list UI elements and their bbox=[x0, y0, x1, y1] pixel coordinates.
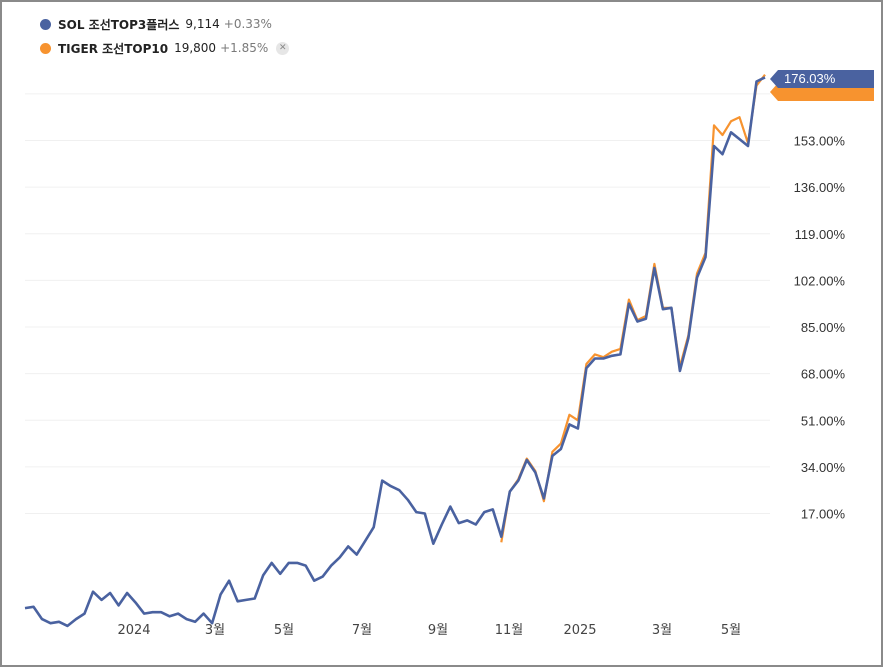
x-axis-labels: 2024 3월 5월 7월 9월 11월 2025 3월 5월 bbox=[117, 623, 741, 638]
y-tick-label: 102.00% bbox=[794, 273, 846, 288]
legend-item[interactable]: SOL 조선TOP3플러스 9,114 +0.33% bbox=[40, 12, 289, 36]
legend-series-name: SOL 조선TOP3플러스 bbox=[58, 17, 180, 32]
x-tick-label: 2025 bbox=[563, 623, 596, 638]
legend-change: +1.85% bbox=[220, 41, 269, 55]
series-lines bbox=[24, 74, 766, 628]
series-color-dot bbox=[40, 42, 51, 54]
legend-change: +0.33% bbox=[223, 17, 272, 31]
last-value-badge: 176.03% bbox=[770, 70, 874, 101]
last-value-label: 176.03% bbox=[784, 71, 836, 86]
legend-series-name: TIGER 조선TOP10 bbox=[58, 41, 169, 56]
x-tick-label: 2024 bbox=[117, 623, 150, 638]
last-value-badge-sol bbox=[770, 70, 874, 88]
close-icon[interactable]: ✕ bbox=[276, 41, 290, 55]
y-tick-label: 153.00% bbox=[794, 134, 846, 149]
x-tick-label: 3월 bbox=[205, 623, 225, 638]
y-tick-label: 68.00% bbox=[801, 367, 846, 382]
x-tick-label: 9월 bbox=[428, 623, 448, 638]
x-tick-label: 11월 bbox=[495, 623, 524, 638]
y-tick-label: 119.00% bbox=[795, 227, 846, 242]
y-tick-label: 51.00% bbox=[801, 413, 846, 428]
y-tick-label: 17.00% bbox=[801, 507, 846, 522]
y-tick-label: 85.00% bbox=[801, 320, 846, 335]
legend: SOL 조선TOP3플러스 9,114 +0.33% TIGER 조선TOP10… bbox=[40, 12, 290, 60]
x-tick-label: 5월 bbox=[274, 623, 294, 638]
x-tick-label: 7월 bbox=[352, 623, 372, 638]
x-tick-label: 3월 bbox=[652, 623, 672, 638]
y-axis-labels: 17.00% 34.00% 51.00% 68.00% 85.00% 102.00% 119… bbox=[794, 87, 846, 522]
y-tick-label: 136.00% bbox=[794, 180, 846, 195]
legend-price: 9,114 bbox=[185, 17, 220, 31]
x-tick-label: 5월 bbox=[721, 623, 741, 638]
legend-price: 19,800 bbox=[174, 41, 217, 55]
y-tick-label: 34.00% bbox=[801, 460, 846, 475]
series-line-sol bbox=[24, 76, 766, 628]
legend-item[interactable]: TIGER 조선TOP10 19,800 +1.85% ✕ bbox=[40, 36, 290, 60]
grid-lines bbox=[25, 93, 770, 514]
series-color-dot bbox=[40, 18, 51, 30]
